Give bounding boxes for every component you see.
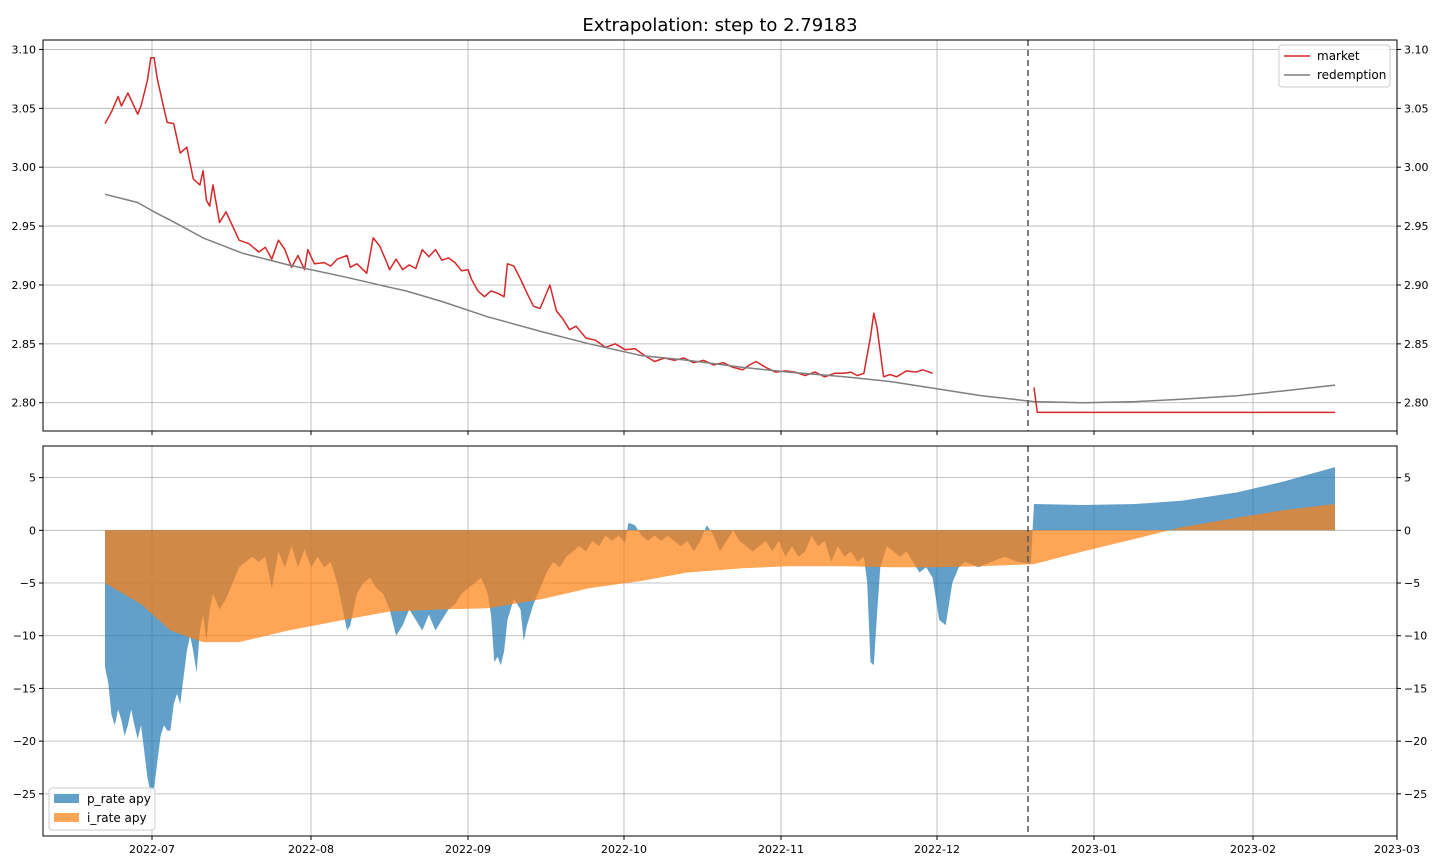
legend-p-rate-swatch	[54, 794, 79, 803]
rate-legend: p_rate apy i_rate apy	[48, 787, 156, 831]
x-tick-label: 2022-09	[445, 843, 491, 856]
y-tick-label-right: 2.90	[1404, 279, 1429, 292]
y-tick-label-left: −15	[13, 682, 36, 695]
y-tick-label-left: 2.80	[12, 397, 37, 410]
y-tick-label-left: −10	[13, 630, 36, 643]
series-line-redemption	[104, 193, 1336, 404]
series-line-market	[104, 56, 933, 378]
y-tick-label-right: 0	[1404, 524, 1411, 537]
x-tick-label: 2023-03	[1374, 843, 1420, 856]
y-tick-label-left: 2.90	[12, 279, 37, 292]
y-tick-label-right: −5	[1404, 577, 1420, 590]
rate-panel: 2022-07 2022-08 2022-09 2022-10 2022-11 2022-…	[13, 445, 1427, 856]
y-tick-label-left: 3.00	[12, 161, 37, 174]
area-p-rate-apy	[105, 467, 1335, 794]
x-tick-label: 2022-10	[601, 843, 647, 856]
x-tick-label: 2023-02	[1230, 843, 1276, 856]
x-tick-label: 2023-01	[1071, 843, 1117, 856]
rate-ticks: 2022-07 2022-08 2022-09 2022-10 2022-11 2022-…	[13, 472, 1427, 856]
chart-title: Extrapolation: step to 2.79183	[582, 15, 857, 36]
legend-i-rate-label: i_rate apy	[87, 811, 147, 825]
legend-i-rate-swatch	[54, 813, 79, 822]
y-tick-label-left: 2.85	[12, 338, 37, 351]
y-tick-label-left: 2.95	[12, 220, 37, 233]
y-tick-label-right: −10	[1404, 630, 1427, 643]
price-axes-frame	[42, 39, 1398, 432]
y-tick-label-right: 5	[1404, 472, 1411, 485]
y-tick-label-left: −20	[13, 735, 36, 748]
x-tick-label: 2022-11	[758, 843, 804, 856]
y-tick-label-right: −25	[1404, 788, 1427, 801]
legend-market-label: market	[1317, 49, 1360, 63]
y-tick-label-right: 3.05	[1404, 102, 1429, 115]
price-plot-area	[104, 40, 1336, 431]
x-tick-label: 2022-07	[129, 843, 175, 856]
y-tick-label-left: 3.10	[12, 43, 37, 56]
x-tick-label: 2022-08	[288, 843, 334, 856]
price-legend: market redemption	[1278, 44, 1391, 88]
rate-axes-frame	[42, 445, 1398, 837]
y-tick-label-right: 2.80	[1404, 397, 1429, 410]
legend-redemption-label: redemption	[1317, 68, 1386, 82]
price-grid	[43, 40, 1397, 431]
y-tick-label-right: −20	[1404, 735, 1427, 748]
price-ticks: 3.10 3.10 3.05 3.05 3.00 3.00 2.95 2.95 2.90 2.90…	[12, 43, 1429, 435]
y-tick-label-right: −15	[1404, 682, 1427, 695]
y-tick-label-right: 3.10	[1404, 43, 1429, 56]
y-tick-label-left: −25	[13, 788, 36, 801]
x-tick-label: 2022-12	[914, 843, 960, 856]
y-tick-label-left: 3.05	[12, 102, 37, 115]
y-tick-label-right: 2.85	[1404, 338, 1429, 351]
rate-plot-area	[105, 446, 1335, 836]
series-line-market-extrapolated	[1033, 387, 1335, 414]
y-tick-label-left: −5	[20, 577, 36, 590]
y-tick-label-right: 2.95	[1404, 220, 1429, 233]
y-tick-label-left: 5	[29, 472, 36, 485]
legend-p-rate-label: p_rate apy	[87, 792, 151, 806]
y-tick-label-right: 3.00	[1404, 161, 1429, 174]
price-panel: 3.10 3.10 3.05 3.05 3.00 3.00 2.95 2.95 2.90 2.90…	[12, 39, 1429, 435]
y-tick-label-left: 0	[29, 524, 36, 537]
